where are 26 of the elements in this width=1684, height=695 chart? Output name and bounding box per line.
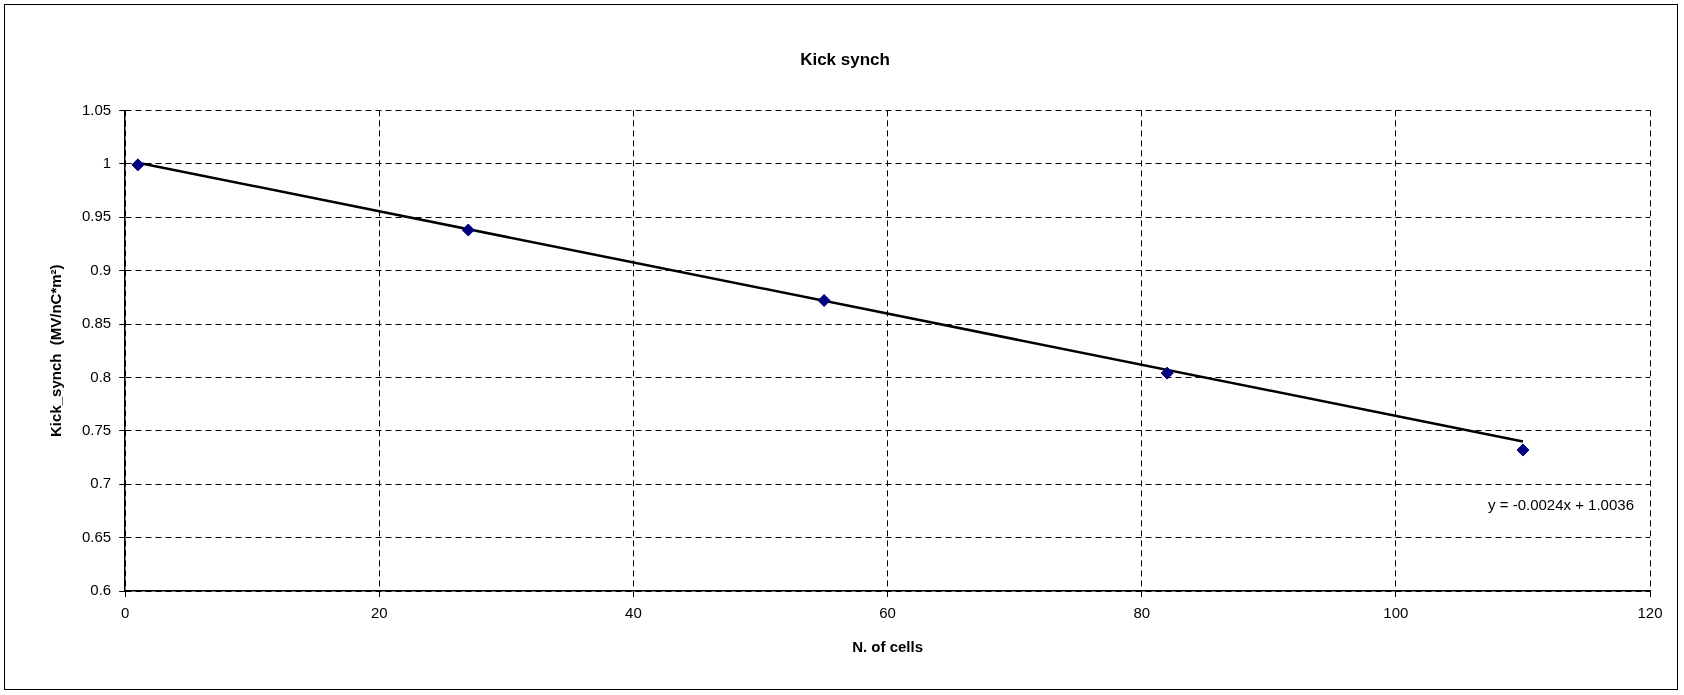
y-tick-label: 1.05 bbox=[81, 100, 112, 118]
x-tick-label: 20 bbox=[370, 604, 388, 622]
y-tick-label: 1 bbox=[102, 153, 112, 171]
point bbox=[1516, 443, 1530, 457]
x-tick-label: 60 bbox=[879, 604, 896, 622]
x-tick-label: 0 bbox=[121, 604, 130, 622]
x-tick-label: 80 bbox=[1133, 604, 1151, 622]
y-tick-label: 0.65 bbox=[81, 527, 112, 545]
point bbox=[817, 294, 831, 307]
x-tick-label: 100 bbox=[1383, 604, 1409, 622]
x-tick-label: 120 bbox=[1637, 604, 1663, 622]
y-tick-label: 0.85 bbox=[81, 314, 112, 332]
annotation: y = -0.0024x + 1.0036 bbox=[1488, 495, 1634, 513]
chart-title: Kick synch bbox=[800, 49, 890, 69]
y-axis-title: Kick_synch (MV/nC*m²) bbox=[47, 264, 65, 437]
x-axis-title: N. of cells bbox=[852, 638, 924, 656]
x-tick-label: 40 bbox=[625, 604, 642, 622]
y-tick-label: 0.9 bbox=[90, 260, 112, 278]
y-tick-label: 0.95 bbox=[81, 207, 112, 225]
y-tick-label: 0.75 bbox=[81, 420, 112, 438]
y-tick-label: 0.8 bbox=[90, 367, 112, 385]
point bbox=[461, 223, 475, 237]
y-tick-label: 0.6 bbox=[90, 581, 112, 599]
y-tick-label: 0.7 bbox=[90, 474, 112, 492]
point bbox=[1160, 366, 1174, 380]
point bbox=[131, 158, 145, 172]
